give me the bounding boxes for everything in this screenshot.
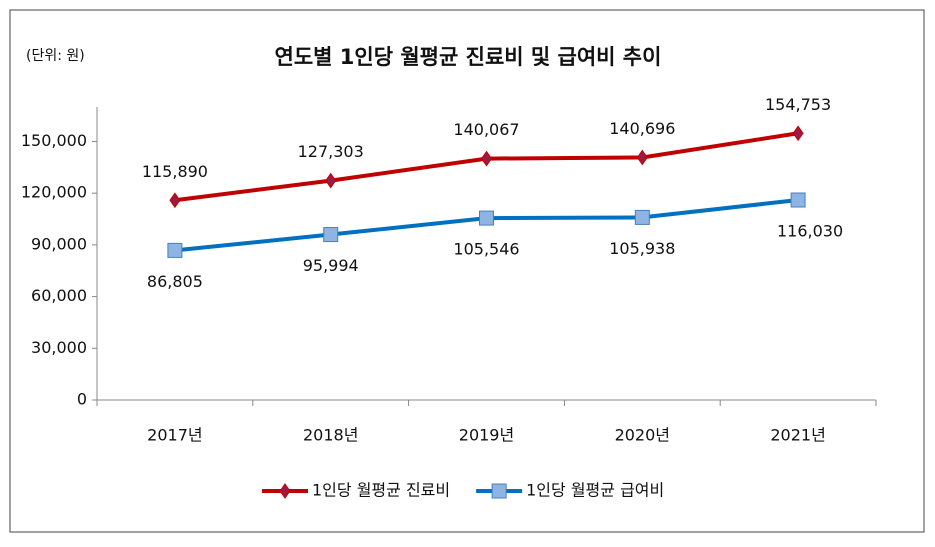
marker bbox=[480, 150, 493, 167]
data-label: 127,303 bbox=[298, 142, 364, 161]
marker bbox=[634, 209, 650, 225]
x-tick-label: 2019년 bbox=[459, 426, 514, 445]
y-tick-label: 150,000 bbox=[21, 131, 87, 150]
marker bbox=[790, 192, 806, 208]
marker bbox=[479, 210, 494, 226]
x-tick-label: 2020년 bbox=[615, 426, 670, 445]
y-tick-label: 60,000 bbox=[31, 286, 87, 305]
marker bbox=[491, 483, 507, 499]
legend-label: 1인당 월평균 진료비 bbox=[312, 481, 450, 500]
data-label: 140,696 bbox=[609, 119, 675, 138]
chart-title: 연도별 1인당 월평균 진료비 및 급여비 추이 bbox=[275, 45, 662, 69]
x-tick-label: 2017년 bbox=[147, 426, 202, 445]
marker bbox=[325, 172, 337, 189]
marker bbox=[169, 192, 181, 209]
data-label: 105,938 bbox=[609, 239, 675, 258]
marker bbox=[792, 125, 804, 142]
data-label: 140,067 bbox=[453, 120, 519, 139]
marker bbox=[279, 483, 291, 499]
marker bbox=[167, 242, 183, 258]
x-tick-label: 2021년 bbox=[770, 426, 825, 445]
data-label: 86,805 bbox=[147, 272, 203, 291]
y-tick-label: 0 bbox=[77, 390, 87, 409]
y-tick-label: 30,000 bbox=[31, 338, 87, 357]
chart-frame bbox=[9, 9, 925, 533]
y-tick-label: 90,000 bbox=[31, 234, 87, 253]
legend-label: 1인당 월평균 급여비 bbox=[526, 481, 664, 500]
marker bbox=[323, 227, 339, 243]
data-label: 115,890 bbox=[142, 162, 208, 181]
data-label: 105,546 bbox=[453, 240, 519, 259]
data-label: 95,994 bbox=[303, 256, 359, 275]
data-label: 154,753 bbox=[765, 95, 831, 114]
marker bbox=[636, 149, 648, 166]
x-tick-label: 2018년 bbox=[303, 426, 358, 445]
unit-note: (단위: 원) bbox=[26, 48, 85, 64]
data-label: 116,030 bbox=[777, 222, 843, 241]
y-tick-label: 120,000 bbox=[21, 183, 87, 202]
